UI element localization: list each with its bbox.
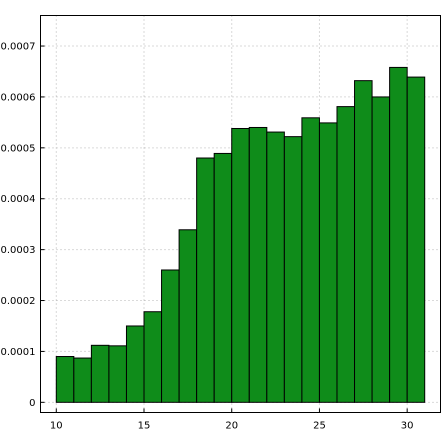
histogram-bar: [318, 122, 338, 403]
histogram-bar: [73, 357, 92, 403]
histogram-bar: [90, 344, 110, 403]
x-tick-label: 25: [313, 421, 326, 432]
plot-frame: [40, 15, 441, 413]
x-tick-label: 15: [138, 421, 151, 432]
bars: [55, 66, 426, 403]
y-tick-label: 0.0002: [1, 296, 36, 307]
histogram-bar: [354, 80, 373, 403]
histogram-bar: [266, 131, 285, 403]
histogram-bar: [248, 126, 268, 403]
x-tick-label: 20: [225, 421, 238, 432]
histogram-bar: [406, 76, 426, 403]
x-axis-ticks: 10 15 20 25 30: [50, 408, 414, 432]
histogram-bar: [196, 157, 215, 403]
histogram-bar: [371, 96, 391, 403]
y-tick-label: 0.0004: [1, 194, 36, 205]
histogram-bar: [108, 345, 127, 403]
histogram-bar: [55, 356, 75, 403]
histogram-bar: [213, 152, 233, 403]
histogram-bar: [231, 127, 250, 403]
y-tick-label: 0.0006: [1, 92, 36, 103]
x-tick-label: 10: [50, 421, 63, 432]
histogram-bar: [161, 269, 180, 403]
histogram-bar: [283, 136, 303, 403]
histogram-bar: [301, 117, 320, 403]
y-tick-label: 0.0001: [1, 347, 36, 358]
histogram-bar: [125, 325, 145, 403]
histogram-bar: [178, 229, 198, 403]
histogram-bar: [143, 311, 163, 403]
y-tick-label: 0: [29, 398, 35, 409]
y-axis-ticks: 0 0.0001 0.0002 0.0003 0.0004 0.0005 0.0006 0.0…: [1, 42, 45, 409]
y-tick-label: 0.0005: [1, 143, 36, 154]
y-tick-label: 0.0007: [1, 42, 36, 53]
histogram-bar: [336, 106, 356, 403]
y-tick-label: 0.0003: [1, 245, 36, 256]
histogram-bar: [389, 66, 408, 403]
x-tick-label: 30: [401, 421, 414, 432]
